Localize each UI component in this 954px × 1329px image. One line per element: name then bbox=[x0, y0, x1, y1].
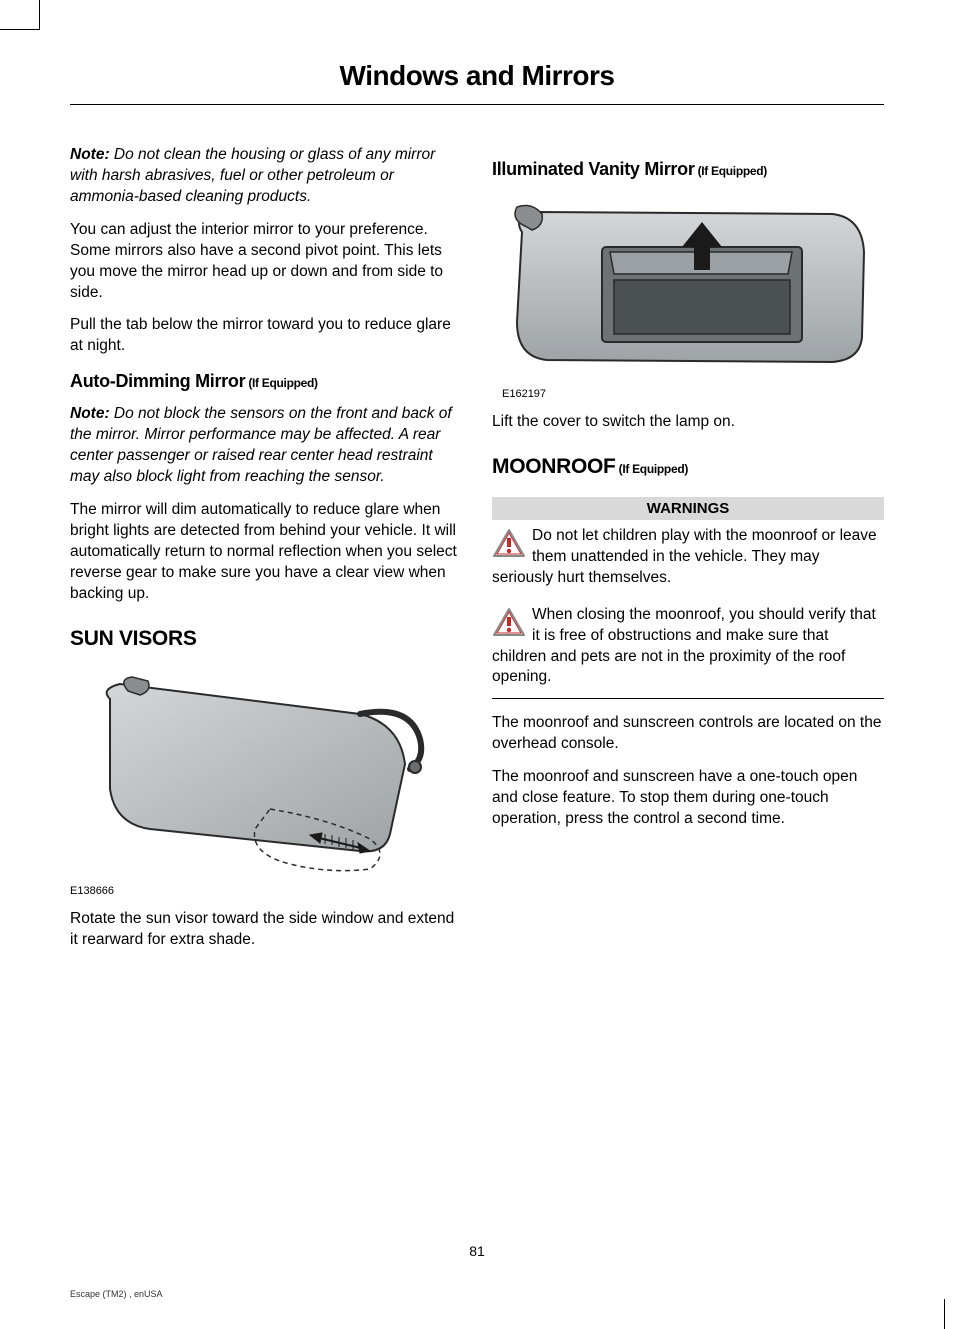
para-lift-cover: Lift the cover to switch the lamp on. bbox=[492, 412, 884, 433]
crop-mark bbox=[944, 1299, 954, 1329]
para-controls-location: The moonroof and sunscreen controls are … bbox=[492, 713, 884, 755]
para-adjust-mirror: You can adjust the interior mirror to yo… bbox=[70, 220, 462, 304]
note-cleaning: Note: Do not clean the housing or glass … bbox=[70, 145, 462, 208]
para-one-touch: The moonroof and sunscreen have a one-to… bbox=[492, 767, 884, 830]
note-label: Note: bbox=[70, 405, 110, 422]
warning-text: Do not let children play with the moonro… bbox=[492, 527, 877, 586]
heading-vanity-mirror: Illuminated Vanity Mirror (If Equipped) bbox=[492, 159, 884, 180]
figure-vanity-mirror bbox=[492, 192, 884, 382]
para-pull-tab: Pull the tab below the mirror toward you… bbox=[70, 315, 462, 357]
warning-children: Do not let children play with the moonro… bbox=[492, 520, 884, 599]
heading-sub: (If Equipped) bbox=[616, 462, 688, 476]
figure-sun-visor bbox=[70, 669, 462, 879]
page-number: 81 bbox=[0, 1243, 954, 1259]
left-column: Note: Do not clean the housing or glass … bbox=[70, 145, 462, 962]
note-text: Do not clean the housing or glass of any… bbox=[70, 146, 435, 205]
page-title: Windows and Mirrors bbox=[70, 60, 884, 105]
para-auto-dim: The mirror will dim automatically to red… bbox=[70, 500, 462, 605]
crop-mark bbox=[0, 0, 40, 30]
note-sensors: Note: Do not block the sensors on the fr… bbox=[70, 404, 462, 488]
right-column: Illuminated Vanity Mirror (If Equipped) bbox=[492, 145, 884, 962]
note-text: Do not block the sensors on the front an… bbox=[70, 405, 452, 485]
heading-text: Auto-Dimming Mirror bbox=[70, 371, 245, 391]
heading-moonroof: MOONROOF (If Equipped) bbox=[492, 455, 884, 479]
warning-text: When closing the moonroof, you should ve… bbox=[492, 606, 876, 686]
content-columns: Note: Do not clean the housing or glass … bbox=[70, 145, 884, 962]
warnings-header: WARNINGS bbox=[492, 497, 884, 520]
page-footer: Escape (TM2) , enUSA bbox=[70, 1289, 163, 1299]
para-rotate-visor: Rotate the sun visor toward the side win… bbox=[70, 909, 462, 951]
figure-label: E138666 bbox=[70, 885, 462, 897]
heading-sun-visors: SUN VISORS bbox=[70, 627, 462, 651]
note-label: Note: bbox=[70, 146, 110, 163]
heading-text: Illuminated Vanity Mirror bbox=[492, 159, 695, 179]
warning-icon bbox=[492, 528, 526, 558]
heading-sub: (If Equipped) bbox=[695, 164, 767, 178]
warning-icon bbox=[492, 607, 526, 637]
figure-label: E162197 bbox=[502, 388, 884, 400]
heading-text: MOONROOF bbox=[492, 455, 616, 478]
heading-sub: (If Equipped) bbox=[245, 376, 317, 390]
heading-auto-dimming: Auto-Dimming Mirror (If Equipped) bbox=[70, 371, 462, 392]
warning-closing: When closing the moonroof, you should ve… bbox=[492, 599, 884, 700]
